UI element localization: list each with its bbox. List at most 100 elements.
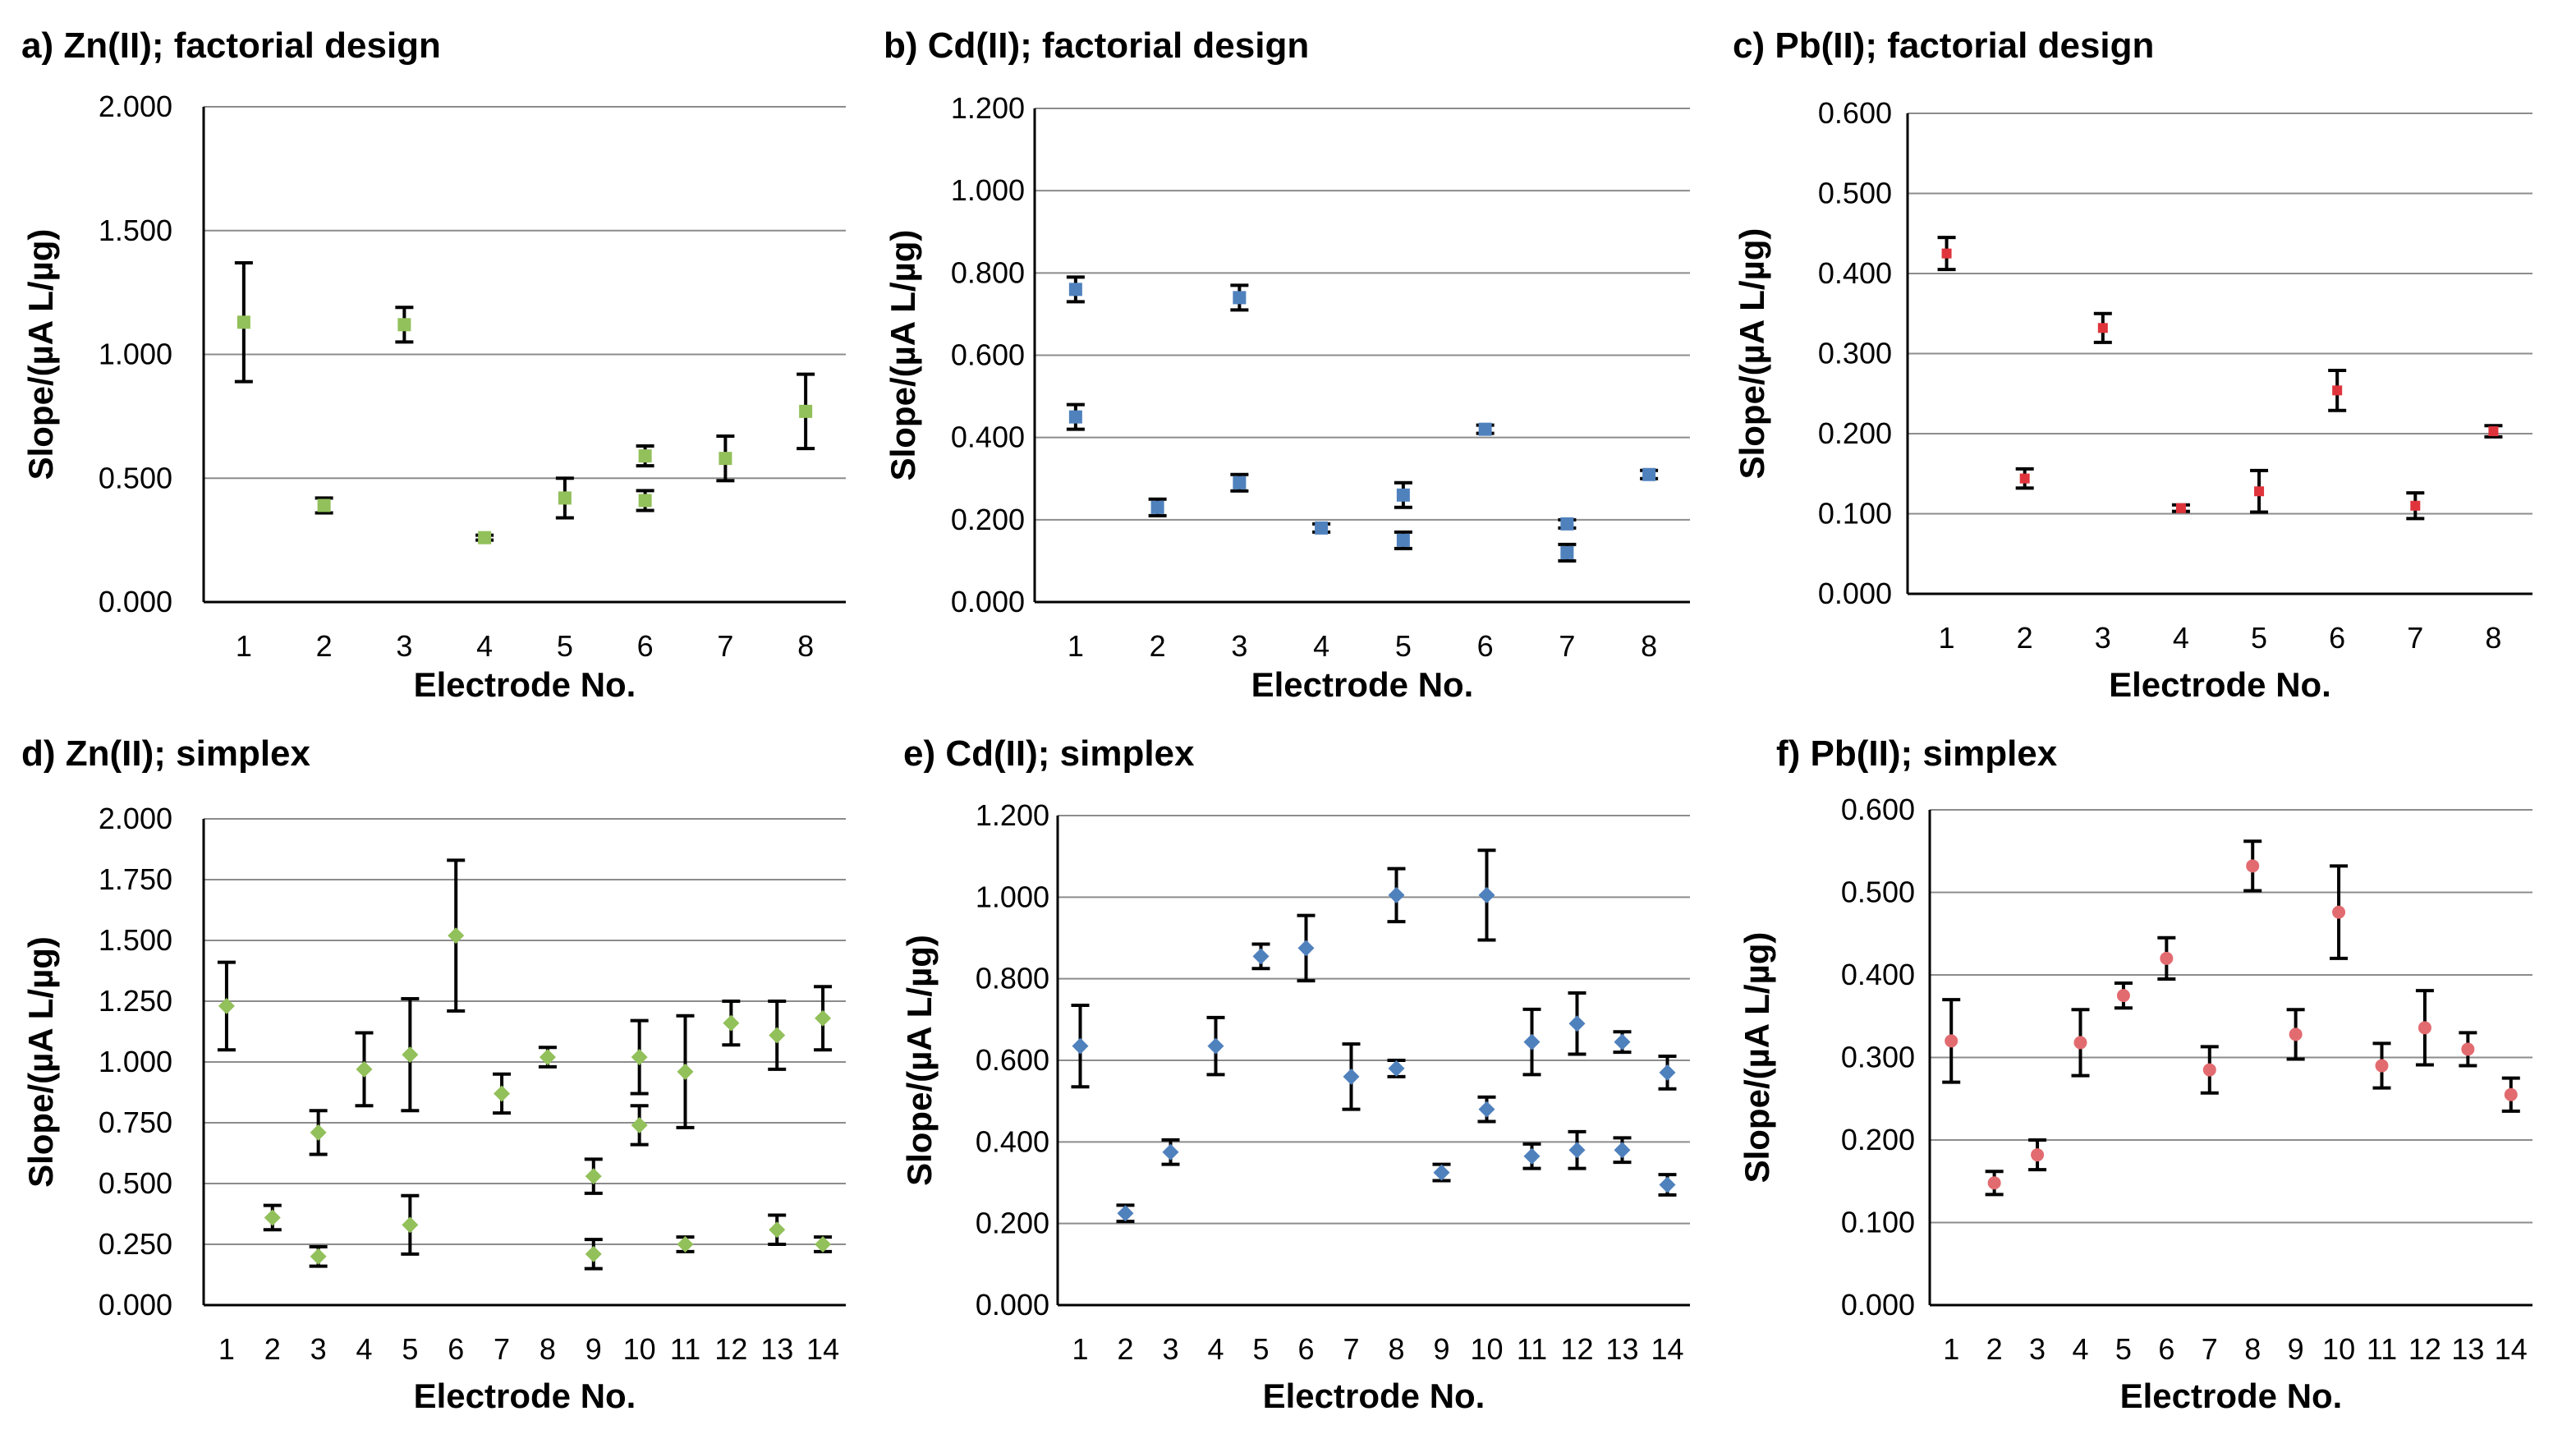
panel-c-pb-factorial: c) Pb(II); factorial design 0.000 0.100 0.2… — [1733, 25, 2532, 704]
x-tick-label: 8 — [797, 629, 814, 663]
x-tick-label: 5 — [402, 1332, 418, 1366]
x-tick-label: 1 — [218, 1332, 235, 1366]
x-tick-label: 3 — [396, 629, 412, 663]
x-tick-label: 2 — [316, 629, 333, 663]
data-point — [1233, 291, 1247, 305]
y-tick-label: 0.100 — [1818, 497, 1892, 531]
x-axis-label: Electrode No. — [2120, 1377, 2343, 1415]
x-tick-label: 2 — [1117, 1332, 1133, 1366]
data-point — [1252, 948, 1270, 965]
x-tick-label: 5 — [1395, 629, 1412, 663]
data-point — [1388, 886, 1405, 903]
data-point — [1072, 1037, 1089, 1055]
y-tick-label: 0.000 — [1818, 577, 1892, 610]
chart-title: f) Pb(II); simplex — [1776, 733, 2058, 774]
x-tick-label: 11 — [1517, 1332, 1547, 1366]
x-tick-label: 3 — [1231, 629, 1247, 663]
data-point — [1614, 1142, 1631, 1159]
y-axis-label: Slope/(µA L/µg) — [1738, 932, 1776, 1184]
chart-title: a) Zn(II); factorial design — [21, 25, 441, 66]
x-tick-label: 14 — [806, 1332, 839, 1366]
data-point — [356, 1060, 373, 1078]
x-tick-label: 2 — [264, 1332, 281, 1366]
x-tick-label: 6 — [1477, 629, 1494, 663]
x-tick-label: 1 — [236, 629, 252, 663]
data-point — [539, 1049, 556, 1066]
data-point — [1388, 1060, 1405, 1077]
y-tick-label: 1.250 — [99, 984, 172, 1018]
data-point — [2254, 486, 2265, 497]
data-point — [2332, 905, 2346, 919]
x-tick-label: 6 — [1297, 1332, 1314, 1366]
x-tick-label: 7 — [1559, 629, 1575, 663]
data-point — [2175, 503, 2186, 513]
chart-title: c) Pb(II); factorial design — [1733, 25, 2154, 66]
x-tick-label: 8 — [2485, 621, 2501, 655]
y-tick-label: 0.000 — [976, 1288, 1049, 1322]
data-point — [719, 452, 732, 466]
data-point — [1396, 533, 1410, 547]
x-tick-label: 2 — [1986, 1332, 2003, 1366]
y-tick-label: 2.000 — [99, 802, 172, 835]
y-tick-label: 0.400 — [951, 421, 1025, 454]
data-point — [799, 404, 813, 418]
x-tick-label: 10 — [1470, 1332, 1503, 1366]
x-tick-label: 3 — [1162, 1332, 1178, 1366]
y-tick-label: 0.400 — [1841, 958, 1915, 991]
x-tick-label: 9 — [2288, 1332, 2304, 1366]
x-tick-label: 5 — [1252, 1332, 1269, 1366]
data-point — [1614, 1033, 1631, 1050]
data-point — [585, 1245, 602, 1262]
data-point — [2116, 989, 2130, 1003]
x-axis-label: Electrode No. — [1251, 665, 1474, 704]
y-tick-label: 1.200 — [976, 798, 1049, 832]
x-tick-label: 14 — [1651, 1332, 1683, 1366]
data-point — [1150, 500, 1164, 514]
data-point — [2375, 1059, 2389, 1073]
x-tick-label: 9 — [1433, 1332, 1449, 1366]
y-tick-label: 0.000 — [99, 1288, 172, 1322]
data-point — [310, 1124, 327, 1141]
panel-b-cd-factorial: b) Cd(II); factorial design 0.000 0.200 0.4… — [884, 25, 1690, 704]
data-point — [1117, 1205, 1134, 1222]
data-point — [1396, 488, 1410, 502]
data-point — [677, 1236, 694, 1253]
x-tick-label: 4 — [1207, 1332, 1224, 1366]
data-point — [769, 1221, 786, 1239]
x-axis-label: Electrode No. — [414, 1377, 636, 1415]
data-point — [723, 1014, 740, 1032]
x-tick-label: 12 — [714, 1332, 747, 1366]
data-point — [2097, 323, 2108, 333]
y-tick-label: 1.500 — [99, 214, 172, 247]
x-tick-label: 4 — [1313, 629, 1329, 663]
x-tick-label: 14 — [2495, 1332, 2528, 1366]
data-point — [236, 315, 250, 329]
data-point — [2332, 385, 2343, 396]
data-point — [769, 1027, 786, 1044]
x-tick-label: 6 — [448, 1332, 464, 1366]
x-tick-label: 3 — [310, 1332, 327, 1366]
data-point — [815, 1236, 832, 1253]
y-tick-label: 1.500 — [99, 923, 172, 957]
y-tick-label: 0.300 — [1841, 1041, 1915, 1074]
x-tick-label: 7 — [2407, 621, 2423, 655]
data-point — [1523, 1147, 1541, 1165]
y-tick-label: 1.000 — [951, 173, 1025, 207]
x-tick-label: 5 — [2251, 621, 2267, 655]
data-point — [815, 1009, 832, 1027]
y-tick-label: 0.000 — [1841, 1288, 1915, 1322]
x-tick-label: 4 — [356, 1332, 372, 1366]
x-tick-label: 11 — [670, 1332, 700, 1366]
y-tick-label: 0.200 — [976, 1207, 1049, 1240]
data-point — [448, 927, 465, 945]
y-tick-label: 0.800 — [976, 962, 1049, 995]
x-tick-label: 1 — [1068, 629, 1084, 663]
data-point — [1478, 1101, 1495, 1118]
data-point — [478, 531, 492, 545]
x-tick-label: 12 — [1560, 1332, 1593, 1366]
y-tick-label: 0.500 — [1818, 177, 1892, 210]
data-point — [310, 1248, 327, 1265]
data-point — [1568, 1015, 1586, 1032]
y-tick-label: 0.600 — [1841, 793, 1915, 826]
